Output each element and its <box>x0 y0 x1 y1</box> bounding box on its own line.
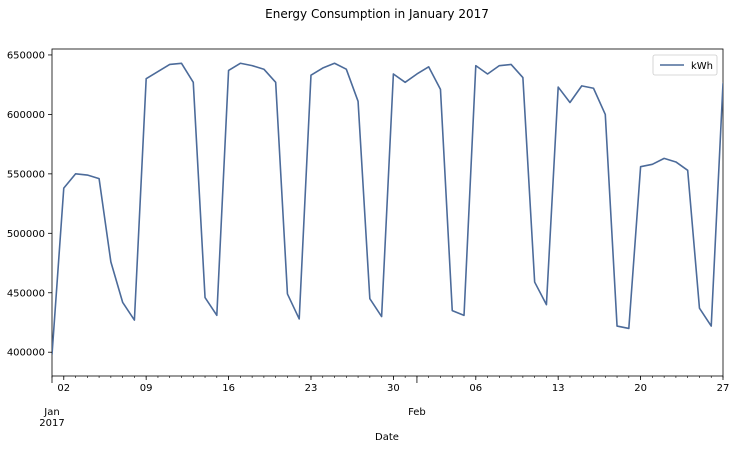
x-tick-label: 27 <box>717 383 729 394</box>
legend-box <box>652 54 718 76</box>
y-tick-label: 450000 <box>7 288 45 299</box>
x-major-label: Jan <box>43 407 59 418</box>
x-axis-label: Date <box>375 432 399 443</box>
chart-title: Energy Consumption in January 2017 <box>265 7 489 21</box>
x-tick-label: 30 <box>387 383 400 394</box>
x-major-label: 2017 <box>39 418 64 429</box>
x-tick-label: 09 <box>140 383 153 394</box>
y-axis: 400000 450000 500000 550000 600000 650000 <box>7 50 52 359</box>
x-tick-label: 16 <box>222 383 235 394</box>
y-tick-label: 400000 <box>7 348 45 359</box>
x-tick-label: 23 <box>305 383 318 394</box>
x-tick-label: 20 <box>634 383 647 394</box>
series-layer <box>52 62 723 355</box>
x-major-label: Feb <box>408 407 426 418</box>
y-tick-label: 550000 <box>7 169 45 180</box>
x-tick-label: 13 <box>552 383 565 394</box>
plot-area <box>51 48 724 377</box>
y-tick-label: 650000 <box>7 50 45 61</box>
x-tick-label: 06 <box>469 383 482 394</box>
series-line-kwh <box>52 62 723 355</box>
legend-label: kWh <box>691 61 713 72</box>
legend: kWh <box>652 54 718 76</box>
y-tick-label: 500000 <box>7 229 45 240</box>
y-tick-label: 600000 <box>7 110 45 121</box>
x-tick-label: 02 <box>57 383 70 394</box>
